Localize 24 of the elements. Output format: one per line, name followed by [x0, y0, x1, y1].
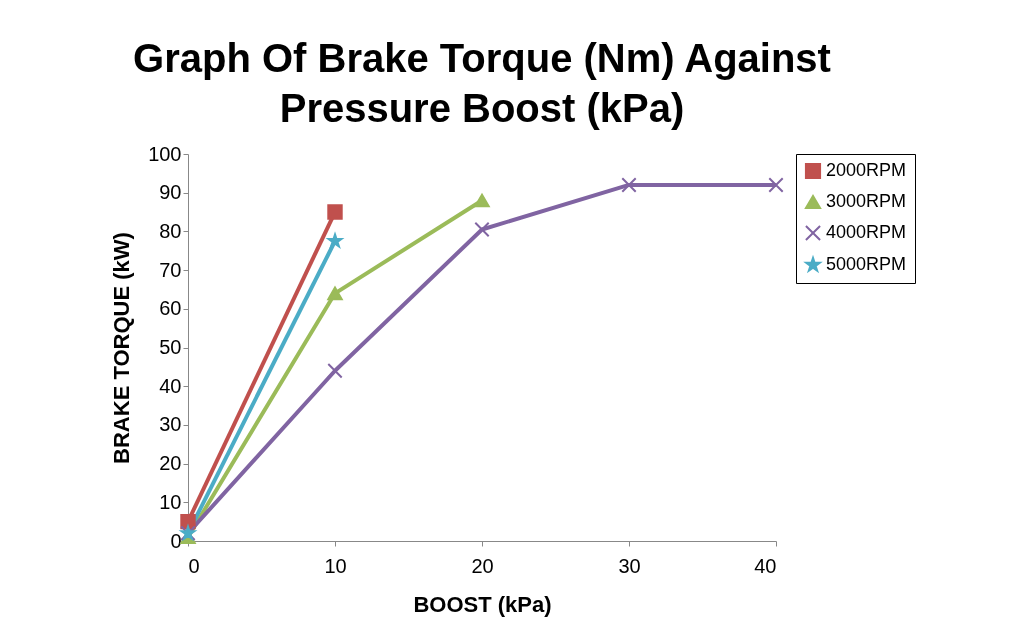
text: Pressure Boost (kPa) — [279, 86, 685, 130]
y-tick-label: 30 — [159, 413, 182, 436]
y-tick-label: 50 — [159, 336, 182, 358]
y-tick-label: 90 — [159, 181, 182, 204]
y-axis-title: BRAKE TORQUE (kW) — [109, 232, 135, 464]
legend-label: 5000RPM — [826, 254, 907, 274]
x-tick-label: 10 — [324, 554, 347, 577]
x-tick-label: 30 — [618, 554, 641, 577]
legend-label: 2000RPM — [826, 160, 907, 180]
y-tick-label: 60 — [159, 297, 182, 320]
text: Graph Of Brake Torque (Nm) Against — [133, 36, 831, 80]
x-tick-label: 20 — [471, 554, 494, 577]
y-tick-label: 40 — [159, 374, 182, 397]
x-tick-label: 40 — [754, 554, 777, 577]
legend-label: 3000RPM — [826, 191, 907, 211]
y-tick-label: 100 — [148, 142, 182, 165]
legend-label: 4000RPM — [826, 222, 907, 242]
x-axis-title: BOOST (kPa) — [413, 591, 552, 617]
y-tick-label: 70 — [159, 258, 182, 281]
y-tick-label: 0 — [170, 529, 182, 552]
y-tick-label: 10 — [159, 490, 182, 513]
y-tick-label: 80 — [159, 219, 182, 242]
y-tick-label: 20 — [159, 452, 182, 475]
x-tick-label: 0 — [188, 554, 200, 577]
